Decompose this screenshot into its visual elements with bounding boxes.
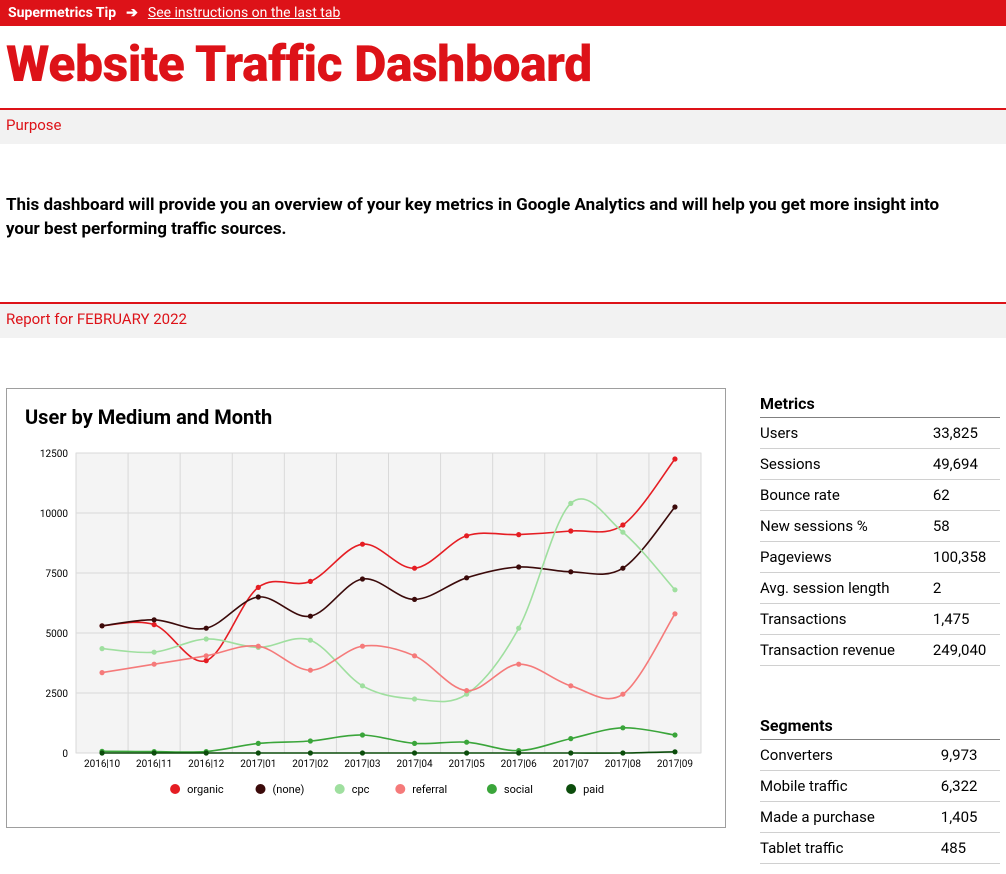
svg-text:2017|07: 2017|07 <box>553 759 590 770</box>
metric-value: 49,694 <box>925 448 1000 479</box>
svg-text:2017|04: 2017|04 <box>396 759 433 770</box>
table-row: Bounce rate62 <box>760 479 1000 510</box>
content-row: User by Medium and Month 0 2500 5000 7500 10… <box>0 338 1006 874</box>
table-row: New sessions %58 <box>760 510 1000 541</box>
svg-text:organic: organic <box>187 783 224 796</box>
metric-value: 62 <box>925 479 1000 510</box>
metrics-header: Metrics <box>760 388 1000 418</box>
segments-table: Segments Converters9,973Mobile traffic6,… <box>760 710 1000 864</box>
svg-text:5000: 5000 <box>46 629 69 640</box>
metric-value: 58 <box>925 510 1000 541</box>
arrow-right-icon: ➔ <box>126 5 138 21</box>
metric-value: 249,040 <box>925 634 1000 665</box>
table-row: Mobile traffic6,322 <box>760 770 1000 801</box>
table-row: Avg. session length2 <box>760 572 1000 603</box>
metrics-table: Metrics Users33,825Sessions49,694Bounce … <box>760 388 1000 666</box>
svg-text:social: social <box>504 783 533 796</box>
purpose-header: Purpose <box>0 108 1006 144</box>
table-row: Sessions49,694 <box>760 448 1000 479</box>
table-row: Users33,825 <box>760 417 1000 448</box>
metric-value: 485 <box>933 832 1000 863</box>
metric-value: 2 <box>925 572 1000 603</box>
svg-text:2017|03: 2017|03 <box>344 759 380 770</box>
svg-text:cpc: cpc <box>352 783 370 796</box>
svg-text:2017|06: 2017|06 <box>501 759 538 770</box>
chart-title: User by Medium and Month <box>21 405 711 429</box>
instructions-link[interactable]: See instructions on the last tab <box>148 5 341 21</box>
svg-text:2500: 2500 <box>46 689 69 700</box>
svg-text:2016|12: 2016|12 <box>188 759 225 770</box>
svg-text:7500: 7500 <box>46 569 69 580</box>
table-row: Transaction revenue249,040 <box>760 634 1000 665</box>
metric-label: Made a purchase <box>760 801 933 832</box>
metric-label: New sessions % <box>760 510 925 541</box>
metric-value: 100,358 <box>925 541 1000 572</box>
table-row: Made a purchase1,405 <box>760 801 1000 832</box>
page-title: Website Traffic Dashboard <box>0 26 1006 108</box>
metric-value: 6,322 <box>933 770 1000 801</box>
svg-text:0: 0 <box>62 749 68 760</box>
metric-value: 1,475 <box>925 603 1000 634</box>
table-row: Pageviews100,358 <box>760 541 1000 572</box>
purpose-body: This dashboard will provide you an overv… <box>0 144 980 302</box>
metric-value: 9,973 <box>933 739 1000 770</box>
svg-text:2017|05: 2017|05 <box>449 759 486 770</box>
metric-label: Avg. session length <box>760 572 925 603</box>
metric-label: Pageviews <box>760 541 925 572</box>
table-row: Converters9,973 <box>760 739 1000 770</box>
svg-text:2017|08: 2017|08 <box>605 759 642 770</box>
metric-label: Users <box>760 417 925 448</box>
table-row: Tablet traffic485 <box>760 832 1000 863</box>
svg-text:2016|10: 2016|10 <box>84 759 121 770</box>
metric-value: 1,405 <box>933 801 1000 832</box>
metric-label: Converters <box>760 739 933 770</box>
chart-container: User by Medium and Month 0 2500 5000 7500 10… <box>6 388 726 828</box>
svg-text:2016|11: 2016|11 <box>136 759 172 770</box>
table-row: Transactions1,475 <box>760 603 1000 634</box>
svg-text:referral: referral <box>412 783 447 796</box>
tip-label: Supermetrics Tip <box>8 5 116 21</box>
report-for-header: Report for FEBRUARY 2022 <box>0 302 1006 338</box>
metric-label: Sessions <box>760 448 925 479</box>
svg-text:10000: 10000 <box>40 509 68 520</box>
svg-text:(none): (none) <box>273 783 305 796</box>
svg-text:2017|01: 2017|01 <box>240 759 276 770</box>
metric-label: Mobile traffic <box>760 770 933 801</box>
metric-value: 33,825 <box>925 417 1000 448</box>
svg-text:paid: paid <box>583 783 604 796</box>
tip-banner: Supermetrics Tip ➔ See instructions on t… <box>0 0 1006 26</box>
side-panel: Metrics Users33,825Sessions49,694Bounce … <box>760 388 1000 864</box>
svg-text:2017|09: 2017|09 <box>657 759 693 770</box>
line-chart: 0 2500 5000 7500 10000 12500 2016|10 2016|11 201… <box>21 443 711 813</box>
metric-label: Transaction revenue <box>760 634 925 665</box>
segments-header: Segments <box>760 710 1000 740</box>
metric-label: Tablet traffic <box>760 832 933 863</box>
svg-text:12500: 12500 <box>40 449 68 460</box>
svg-text:2017|02: 2017|02 <box>292 759 329 770</box>
metric-label: Bounce rate <box>760 479 925 510</box>
metric-label: Transactions <box>760 603 925 634</box>
